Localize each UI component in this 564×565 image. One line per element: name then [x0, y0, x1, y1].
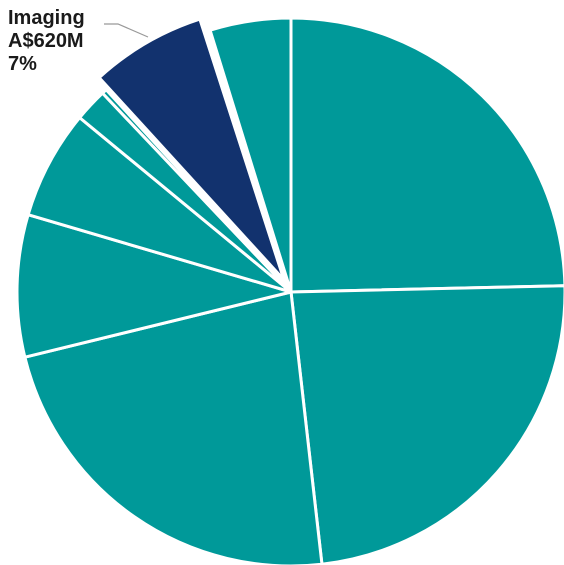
- pie-slice-2: [289, 284, 564, 565]
- imaging-callout: Imaging A$620M 7%: [8, 7, 85, 76]
- pie-slice-7: [101, 88, 293, 294]
- pie-slice-1: [289, 16, 564, 294]
- callout-percent: 7%: [8, 53, 37, 75]
- callout-leader-line: [104, 23, 149, 38]
- pie-slice-imaging: [97, 17, 286, 282]
- pie-slice-5: [26, 116, 293, 294]
- callout-name: Imaging: [8, 7, 85, 29]
- pie-slice-10: [208, 16, 293, 294]
- pie-slices: [15, 16, 564, 565]
- pie-slice-3: [23, 290, 324, 565]
- pie-slice-4: [15, 213, 293, 359]
- callout-amount: A$620M: [8, 30, 84, 52]
